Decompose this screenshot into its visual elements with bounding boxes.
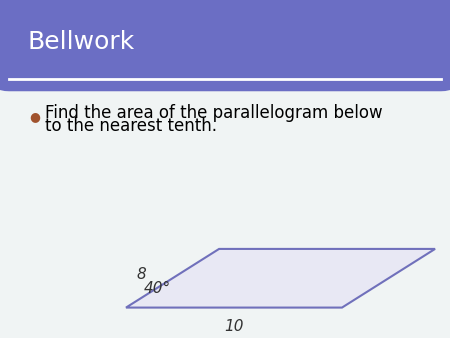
Text: Find the area of the parallelogram below: Find the area of the parallelogram below [45,104,382,122]
Polygon shape [126,249,435,308]
Text: to the nearest tenth.: to the nearest tenth. [45,117,217,135]
Text: Bellwork: Bellwork [27,30,134,54]
Text: ●: ● [29,110,40,123]
Text: 8: 8 [136,267,146,282]
Text: 10: 10 [224,319,244,334]
Text: 40°: 40° [144,282,171,296]
